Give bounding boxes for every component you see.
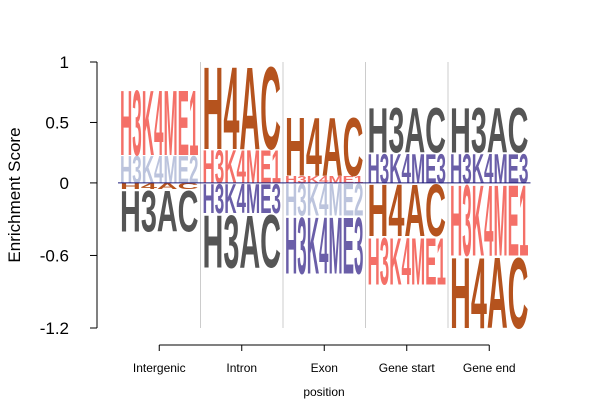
logo-mark-h3k4me1: H3K4ME1 <box>203 140 282 193</box>
category-separators <box>200 62 449 328</box>
x-tick-label: Gene start <box>379 361 436 375</box>
logo-mark-h3k4me1: H3K4ME1 <box>120 72 199 175</box>
logo-mark-h4ac: H4AC <box>368 170 447 252</box>
x-axis: Intergenic Intron Exon Gene start Gene end <box>133 344 516 375</box>
logo-mark-h3k4me1: H3K4ME1 <box>368 225 447 299</box>
logo-mark-h3ac: H3AC <box>450 96 529 167</box>
logo-mark-h3k4me1: H3K4ME1 <box>285 174 364 185</box>
y-tick-label: 0.5 <box>45 113 69 132</box>
logo-mark-h3k4me2: H3K4ME2 <box>120 149 199 192</box>
y-tick-label: 0 <box>60 174 69 193</box>
x-tick-label: Gene end <box>463 361 516 375</box>
logo-mark-h3k4me3: H3K4ME3 <box>203 176 282 223</box>
logo-mark-h3ac: H3AC <box>203 200 282 284</box>
logo-mark-h3ac: H3AC <box>368 96 447 167</box>
logo-mark-h3ac: H3AC <box>120 178 199 244</box>
x-tick-label: Exon <box>311 361 338 375</box>
logo-mark-h4ac: H4AC <box>285 100 364 194</box>
logo-mark-h3k4me3: H3K4ME3 <box>368 146 447 193</box>
logo-mark-h3k4me3: H3K4ME3 <box>285 201 364 291</box>
x-axis-title: position <box>303 385 344 399</box>
y-axis: 1 0.5 0 -0.6 -1.2 <box>40 53 98 338</box>
logo-stacks: H3K4ME2H3K4ME1H4ACH3ACH3K4ME1H4ACH3K4ME3… <box>120 44 529 350</box>
logo-mark-h4ac: H4AC <box>203 44 282 175</box>
y-tick-label: 1 <box>60 53 69 72</box>
y-tick-label: -1.2 <box>40 319 69 338</box>
y-axis-title: Enrichment Score <box>5 127 24 262</box>
logo-mark-h3k4me3: H3K4ME3 <box>450 146 529 193</box>
y-tick-label: -0.6 <box>40 246 69 265</box>
x-tick-label: Intron <box>226 361 257 375</box>
logo-mark-h3k4me1: H3K4ME1 <box>450 165 529 278</box>
logo-mark-h4ac: H4AC <box>450 238 529 351</box>
x-tick-label: Intergenic <box>133 361 186 375</box>
logo-mark-h4ac: H4AC <box>120 181 199 190</box>
